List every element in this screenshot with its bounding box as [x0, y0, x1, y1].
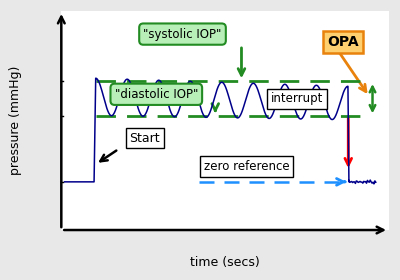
Text: Start: Start [130, 132, 160, 144]
Text: zero reference: zero reference [204, 160, 289, 173]
Text: interrupt: interrupt [271, 92, 323, 105]
Text: "systolic IOP": "systolic IOP" [143, 28, 222, 41]
Text: "diastolic IOP": "diastolic IOP" [115, 88, 198, 101]
Text: OPA: OPA [327, 35, 359, 49]
Text: time (secs): time (secs) [190, 256, 260, 269]
Text: pressure (mmHg): pressure (mmHg) [9, 66, 22, 175]
